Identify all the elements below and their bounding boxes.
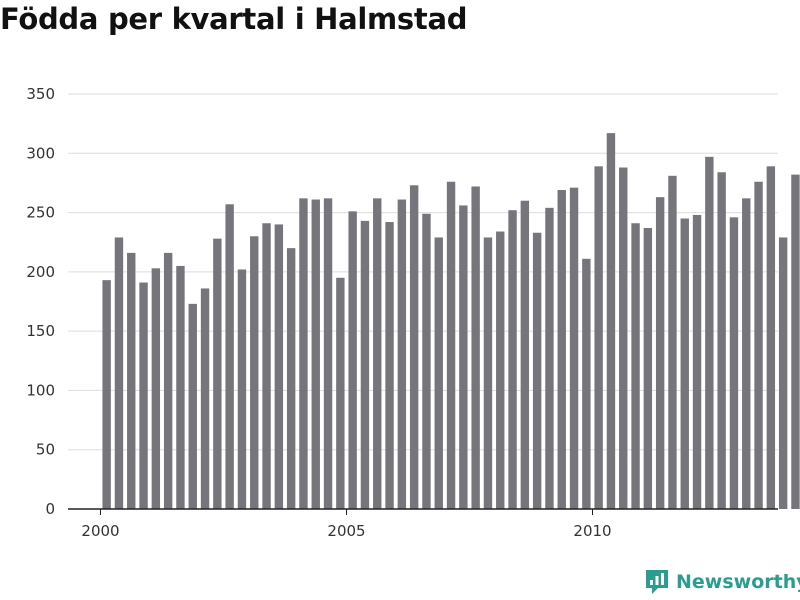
bar (250, 236, 259, 510)
y-tick-label: 300 (26, 144, 55, 162)
bar (373, 198, 382, 510)
bar (422, 213, 431, 509)
bar (508, 210, 517, 509)
bar (139, 282, 148, 509)
bar (163, 252, 173, 509)
bars (102, 133, 800, 510)
brand-logo: Newsworthy (644, 568, 800, 596)
bar (262, 223, 271, 509)
newsworthy-logo-icon (646, 570, 668, 594)
bar (409, 185, 419, 510)
bar (151, 268, 161, 509)
bar (643, 227, 653, 509)
bar (668, 175, 677, 510)
bar (594, 166, 603, 510)
bar (655, 197, 665, 509)
bar (545, 207, 554, 510)
bar (582, 258, 591, 509)
bar (360, 220, 370, 509)
bar (286, 248, 296, 509)
x-tick-label: 2005 (327, 522, 365, 540)
bar (323, 198, 333, 510)
y-tick-label: 200 (26, 263, 55, 281)
bar (729, 217, 739, 510)
bar (619, 167, 628, 509)
y-axis-tick-labels: 0 50 100 150 200 250 300 350 (26, 85, 55, 518)
bar (705, 156, 714, 510)
bar (114, 237, 124, 509)
bar (176, 265, 185, 509)
bar (225, 204, 234, 509)
bar (237, 269, 247, 509)
bar (557, 190, 566, 510)
bar (520, 200, 530, 509)
bar (496, 231, 505, 510)
bar (397, 199, 407, 509)
bar (606, 133, 616, 509)
x-tick-label: 2010 (573, 522, 611, 540)
brand-name: Newsworthy (676, 571, 800, 593)
bar (311, 199, 320, 509)
bar (102, 280, 111, 509)
bar (127, 252, 136, 509)
y-tick-label: 150 (26, 322, 55, 340)
bar (446, 181, 456, 509)
x-axis-tick-labels: 200020052010201520202025 (81, 509, 612, 540)
bar (213, 238, 222, 509)
bar (742, 198, 751, 510)
bar (299, 198, 308, 510)
bar (532, 232, 542, 509)
bar (188, 303, 197, 509)
bar (680, 218, 689, 509)
bar (791, 174, 800, 509)
bar (754, 181, 763, 509)
y-tick-label: 100 (26, 381, 55, 399)
bar (631, 223, 640, 509)
bar (274, 224, 284, 509)
bar (348, 211, 357, 509)
bar (692, 214, 702, 509)
bar (717, 172, 726, 509)
bar (200, 288, 210, 509)
bar (459, 205, 468, 509)
bar (766, 166, 776, 510)
bar (483, 237, 493, 509)
y-tick-label: 350 (26, 85, 55, 103)
bar (778, 237, 788, 509)
y-tick-label: 0 (45, 500, 55, 518)
chart-title: Födda per kvartal i Halmstad (0, 2, 468, 36)
bar (569, 187, 579, 509)
bar (385, 222, 394, 510)
y-tick-label: 250 (26, 204, 55, 222)
bar (471, 186, 480, 509)
x-tick-label: 2000 (81, 522, 119, 540)
bar (434, 237, 443, 509)
y-tick-label: 50 (36, 441, 55, 459)
bar (336, 277, 345, 509)
